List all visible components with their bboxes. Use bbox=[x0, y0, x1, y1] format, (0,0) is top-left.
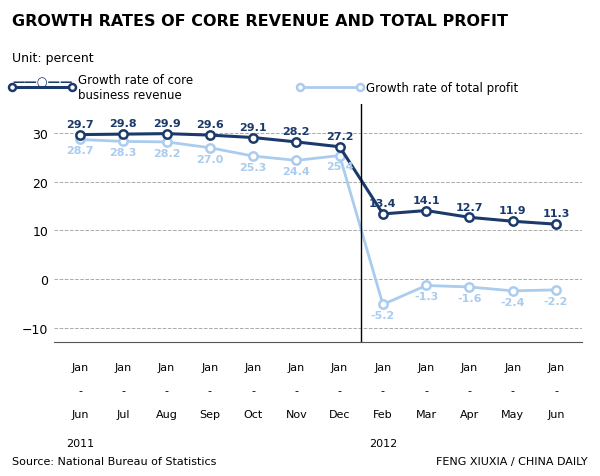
Text: Jan: Jan bbox=[504, 362, 521, 372]
Text: 25.4: 25.4 bbox=[326, 162, 353, 172]
Text: Unit: percent: Unit: percent bbox=[12, 52, 94, 65]
Text: -2.4: -2.4 bbox=[500, 297, 525, 307]
Text: 28.3: 28.3 bbox=[110, 148, 137, 158]
Text: GROWTH RATES OF CORE REVENUE AND TOTAL PROFIT: GROWTH RATES OF CORE REVENUE AND TOTAL P… bbox=[12, 14, 508, 29]
Text: 11.3: 11.3 bbox=[542, 209, 570, 219]
Text: Oct: Oct bbox=[244, 409, 263, 419]
Text: -: - bbox=[164, 386, 169, 396]
Text: Dec: Dec bbox=[329, 409, 350, 419]
Text: Growth rate of core
business revenue: Growth rate of core business revenue bbox=[78, 74, 193, 102]
Text: -: - bbox=[251, 386, 255, 396]
Text: -: - bbox=[554, 386, 558, 396]
Text: Aug: Aug bbox=[155, 409, 178, 419]
Text: Jan: Jan bbox=[418, 362, 435, 372]
Text: 11.9: 11.9 bbox=[499, 206, 527, 216]
Text: -: - bbox=[467, 386, 472, 396]
Text: 27.0: 27.0 bbox=[196, 154, 223, 164]
Text: -1.6: -1.6 bbox=[457, 293, 482, 303]
Text: 2011: 2011 bbox=[66, 438, 94, 448]
Text: 29.8: 29.8 bbox=[109, 119, 137, 129]
Text: Jan: Jan bbox=[158, 362, 175, 372]
Text: 12.7: 12.7 bbox=[456, 202, 483, 212]
Text: 14.1: 14.1 bbox=[412, 195, 440, 205]
Text: Nov: Nov bbox=[286, 409, 307, 419]
Text: Source: National Bureau of Statistics: Source: National Bureau of Statistics bbox=[12, 456, 217, 466]
Text: 24.4: 24.4 bbox=[283, 167, 310, 177]
Text: -: - bbox=[511, 386, 515, 396]
Text: FENG XIUXIA / CHINA DAILY: FENG XIUXIA / CHINA DAILY bbox=[436, 456, 588, 466]
Text: -5.2: -5.2 bbox=[371, 311, 395, 321]
Text: -1.3: -1.3 bbox=[414, 292, 439, 302]
Text: Jan: Jan bbox=[115, 362, 132, 372]
Text: 29.7: 29.7 bbox=[66, 119, 94, 129]
Text: -: - bbox=[208, 386, 212, 396]
Text: Jan: Jan bbox=[331, 362, 348, 372]
Text: Jan: Jan bbox=[374, 362, 392, 372]
Text: 28.2: 28.2 bbox=[283, 127, 310, 137]
Text: Jan: Jan bbox=[201, 362, 218, 372]
Text: 28.7: 28.7 bbox=[66, 146, 94, 156]
Text: Jan: Jan bbox=[461, 362, 478, 372]
Text: Jan: Jan bbox=[547, 362, 565, 372]
Text: 25.3: 25.3 bbox=[239, 162, 267, 172]
Text: ——○——: ——○—— bbox=[12, 76, 73, 89]
Text: Jan: Jan bbox=[288, 362, 305, 372]
Text: -2.2: -2.2 bbox=[544, 296, 568, 306]
Text: -: - bbox=[338, 386, 341, 396]
Text: Sep: Sep bbox=[199, 409, 220, 419]
Text: 29.1: 29.1 bbox=[239, 122, 267, 132]
Text: -: - bbox=[295, 386, 298, 396]
Text: Apr: Apr bbox=[460, 409, 479, 419]
Text: May: May bbox=[501, 409, 524, 419]
Text: Feb: Feb bbox=[373, 409, 393, 419]
Text: -: - bbox=[381, 386, 385, 396]
Text: 28.2: 28.2 bbox=[153, 149, 180, 159]
Text: 29.6: 29.6 bbox=[196, 120, 224, 130]
Text: Jun: Jun bbox=[71, 409, 89, 419]
Text: Mar: Mar bbox=[416, 409, 437, 419]
Text: Jul: Jul bbox=[116, 409, 130, 419]
Text: Growth rate of total profit: Growth rate of total profit bbox=[366, 81, 518, 95]
Text: -: - bbox=[121, 386, 125, 396]
Text: -: - bbox=[424, 386, 428, 396]
Text: 2012: 2012 bbox=[369, 438, 397, 448]
Text: 13.4: 13.4 bbox=[369, 198, 397, 208]
Text: Jan: Jan bbox=[71, 362, 89, 372]
Text: 27.2: 27.2 bbox=[326, 132, 353, 142]
Text: 29.9: 29.9 bbox=[152, 119, 181, 129]
Text: Jan: Jan bbox=[244, 362, 262, 372]
Text: Jun: Jun bbox=[547, 409, 565, 419]
Text: -: - bbox=[78, 386, 82, 396]
